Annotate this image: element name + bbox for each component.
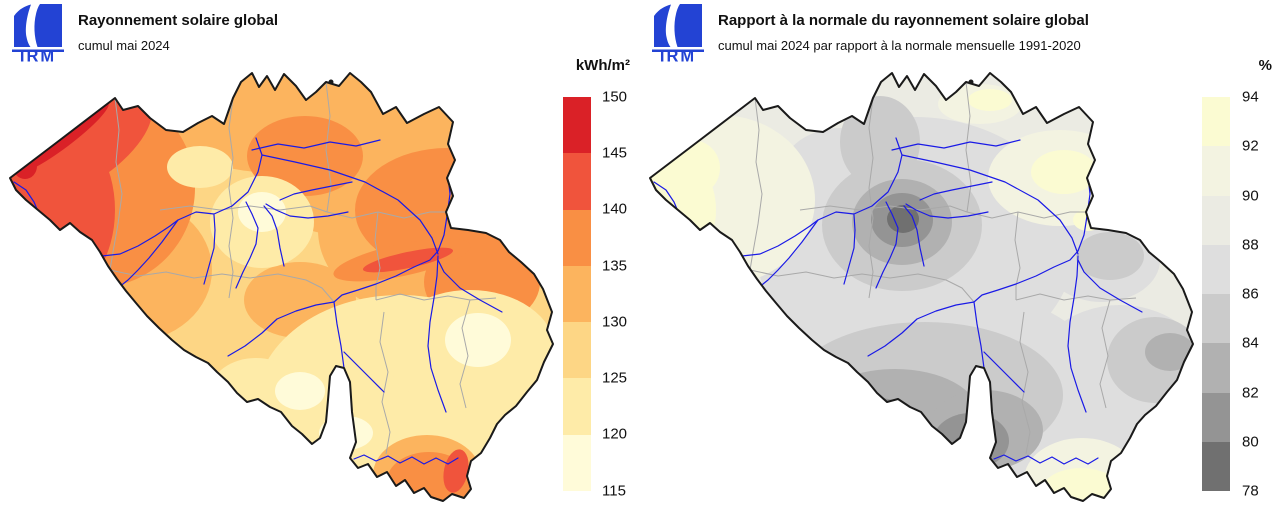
legend-band <box>563 378 591 435</box>
map-ratio-to-normal <box>649 72 1194 502</box>
left-panel-subtitle: cumul mai 2024 <box>78 38 170 53</box>
legend-band <box>1202 146 1230 196</box>
left-legend-colorbar <box>563 97 591 491</box>
left-panel-title: Rayonnement solaire global <box>78 12 279 29</box>
left-legend-unit: kWh/m² <box>575 57 630 74</box>
legend-tick: 80 <box>1242 433 1259 451</box>
legend-band <box>1202 244 1230 294</box>
legend-band <box>563 153 591 210</box>
map-solar-radiation <box>9 72 554 502</box>
legend-tick: 115 <box>602 482 626 500</box>
legend-tick: 78 <box>1242 482 1259 500</box>
legend-tick: 150 <box>602 88 628 106</box>
legend-band <box>1202 392 1230 442</box>
irm-logo: IRM <box>12 4 64 63</box>
legend-tick: 120 <box>602 425 628 443</box>
irm-logo-rule <box>12 49 64 52</box>
right-panel-subtitle: cumul mai 2024 par rapport à la normale … <box>718 38 1081 53</box>
irm-logo-text: IRM <box>20 48 56 63</box>
irm-logo-left-shape <box>654 4 671 47</box>
legend-tick: 84 <box>1242 334 1259 352</box>
legend-tick: 125 <box>602 369 628 387</box>
irm-logo-text: IRM <box>660 48 696 63</box>
right-legend-unit: % <box>1258 57 1272 74</box>
legend-band <box>563 434 591 491</box>
legend-tick: 86 <box>1242 285 1259 303</box>
legend-tick: 135 <box>602 257 628 275</box>
legend-band <box>1202 343 1230 393</box>
legend-tick: 90 <box>1242 187 1259 205</box>
legend-band <box>1202 294 1230 344</box>
legend-band <box>563 209 591 266</box>
irm-logo: IRM <box>652 4 704 63</box>
legend-band <box>563 97 591 154</box>
legend-tick: 140 <box>602 200 628 218</box>
legend-tick: 94 <box>1242 88 1259 106</box>
baarle-hertog-enclave-dot <box>328 79 334 85</box>
irm-logo-right-shape <box>674 4 702 47</box>
baarle-hertog-enclave-dot <box>968 79 974 85</box>
legend-band <box>563 322 591 379</box>
legend-tick: 88 <box>1242 236 1259 254</box>
legend-band <box>1202 97 1230 147</box>
right-panel-title: Rapport à la normale du rayonnement sola… <box>718 12 1089 29</box>
legend-tick: 82 <box>1242 384 1259 402</box>
legend-tick: 92 <box>1242 137 1259 155</box>
irm-logo-rule <box>652 49 704 52</box>
irm-logo-left-shape <box>14 4 31 47</box>
irm-logo-right-shape <box>34 4 62 47</box>
legend-band <box>563 265 591 323</box>
belgium-maps <box>9 72 1194 502</box>
right-legend-colorbar <box>1202 97 1230 491</box>
legend-band <box>1202 441 1230 491</box>
legend-tick: 145 <box>602 144 628 162</box>
legend-tick: 130 <box>602 313 628 331</box>
legend-band <box>1202 195 1230 245</box>
